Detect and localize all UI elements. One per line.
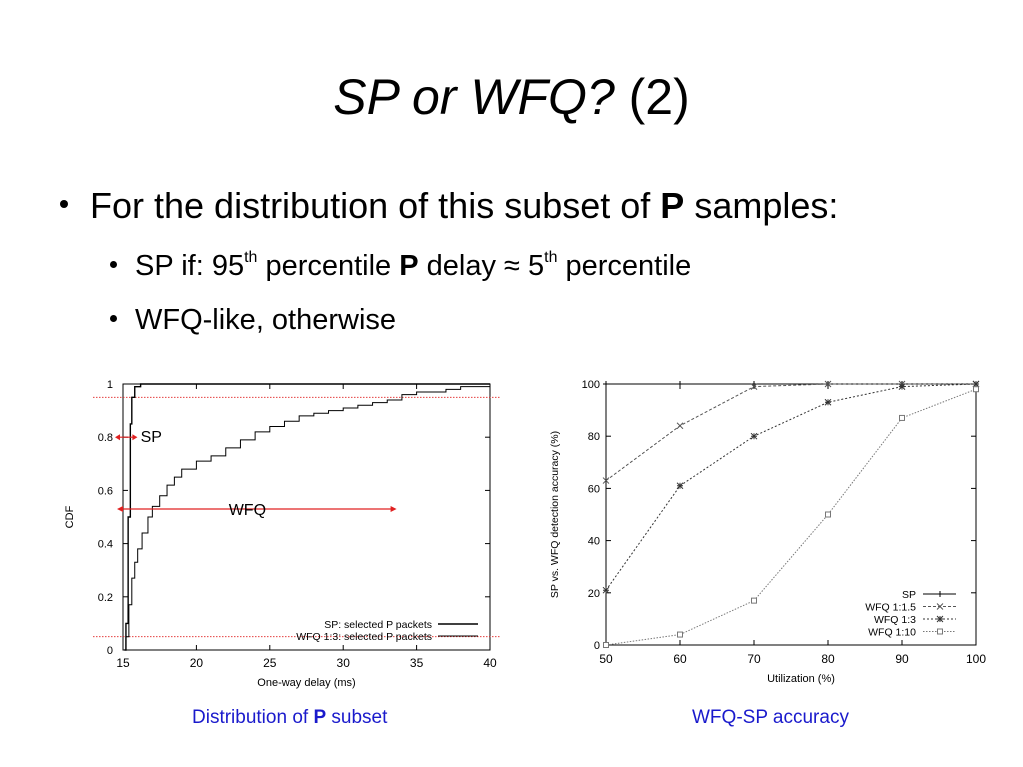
legend-label: WFQ 1:3: selected P packets <box>296 631 432 643</box>
x-tick-label: 15 <box>116 656 130 670</box>
y-tick-label: 100 <box>582 379 600 391</box>
y-tick-label: 1 <box>107 379 113 391</box>
y-tick-label: 0 <box>107 645 113 657</box>
y-tick-label: 0.4 <box>98 539 113 551</box>
marker-star <box>676 482 684 490</box>
y-axis-label: CDF <box>64 505 76 528</box>
cdf-chart: 15 20 25 30 35 40 0 0.2 0.4 0.6 0.8 1 One-way delay … <box>64 379 500 689</box>
bullet-2-sup-2: th <box>544 248 558 266</box>
y-tick-label: 80 <box>588 431 600 443</box>
sp-arrow-head-left <box>115 434 120 441</box>
bullet-dot <box>110 260 117 268</box>
marker-cross <box>602 477 610 484</box>
y-tick-label: 20 <box>588 588 600 600</box>
accuracy-chart: 50 60 70 80 90 100 0 20 40 60 80 100 Utilization (%)… <box>549 379 986 685</box>
y-axis-label: SP vs. WFQ detection accuracy (%) <box>549 431 561 598</box>
x-tick-label: 70 <box>747 652 761 666</box>
plot-frame <box>605 383 977 646</box>
marker-star <box>602 586 610 594</box>
marker-cross <box>750 383 758 390</box>
legend-label: SP <box>902 589 916 601</box>
marker-plus <box>937 591 943 597</box>
caption-left-bold: P <box>313 707 327 728</box>
bullet-dot <box>110 314 117 322</box>
marker-plus <box>603 381 609 387</box>
x-tick-label: 50 <box>599 652 613 666</box>
plot-frame <box>122 383 491 651</box>
title-italic: SP or WFQ? <box>333 69 615 125</box>
y-tick-label: 0.8 <box>98 432 113 444</box>
bullet-1: For the distribution of this subset of P… <box>60 185 838 227</box>
bullet-2: SP if: 95th percentile P delay ≈ 5th per… <box>110 248 692 283</box>
marker-square <box>937 628 943 635</box>
y-tick-label: 40 <box>588 536 600 548</box>
marker-square <box>603 642 609 648</box>
legend-label: WFQ 1:1.5 <box>865 602 916 614</box>
bullet-2-text-c: delay ≈ 5 <box>418 250 545 282</box>
series-line <box>605 383 976 481</box>
x-tick-label: 80 <box>821 652 835 666</box>
y-tick-label: 60 <box>588 483 600 495</box>
marker-star <box>824 398 832 406</box>
bullet-2-sup-1: th <box>244 248 258 266</box>
marker-cross <box>824 380 832 388</box>
marker-star <box>750 432 758 440</box>
y-tick-label: 0.2 <box>98 592 113 604</box>
series-line <box>605 383 977 591</box>
marker-square <box>825 511 831 518</box>
legend-label: SP: selected P packets <box>324 619 432 631</box>
bullet-1-bold: P <box>660 185 685 226</box>
x-tick-label: 60 <box>673 652 687 666</box>
marker-star <box>898 383 906 390</box>
caption-left-end: subset <box>326 707 388 728</box>
bullet-3-text: WFQ-like, otherwise <box>135 304 397 336</box>
bullet-3: WFQ-like, otherwise <box>110 304 396 337</box>
legend-label: WFQ 1:3 <box>874 614 916 626</box>
y-tick-label: 0 <box>594 640 600 652</box>
wfq-arrow-head-right <box>390 506 397 513</box>
x-tick-label: 35 <box>410 656 424 670</box>
caption-left-text: Distribution of <box>192 707 314 728</box>
title-rest: (2) <box>614 69 690 125</box>
y-tick-label: 0.6 <box>98 485 113 497</box>
x-axis-label: One-way delay (ms) <box>257 677 355 689</box>
x-axis-label: Utilization (%) <box>767 673 835 685</box>
cdf-series-line <box>124 383 490 651</box>
x-tick-label: 20 <box>190 656 204 670</box>
marker-square <box>973 386 979 393</box>
x-tick-label: 25 <box>263 656 277 670</box>
bullet-2-text-b: percentile <box>257 250 400 282</box>
x-tick-label: 30 <box>337 656 351 670</box>
cdf-series-line <box>123 384 491 651</box>
marker-cross <box>676 422 684 430</box>
marker-square <box>677 631 683 638</box>
caption-left: Distribution of P subset <box>192 707 387 729</box>
bullet-2-text-d: percentile <box>557 250 692 282</box>
bullet-1-end: samples: <box>684 185 839 226</box>
marker-cross <box>936 603 944 610</box>
sp-annotation-label: SP <box>141 429 162 446</box>
x-tick-label: 40 <box>483 656 497 670</box>
series-line <box>605 388 977 646</box>
marker-square <box>899 414 905 421</box>
bullet-2-text-a: SP if: 95 <box>135 250 245 282</box>
caption-right: WFQ-SP accuracy <box>692 707 849 728</box>
x-tick-label: 100 <box>966 652 986 666</box>
wfq-arrow-head-left <box>117 506 123 513</box>
marker-square <box>751 597 757 604</box>
bullet-2-bold: P <box>399 250 419 282</box>
bullet-dot <box>60 200 68 209</box>
sp-arrow-head-right <box>132 434 138 441</box>
marker-plus <box>677 381 683 387</box>
slide-title: SP or WFQ? (2) <box>0 68 1023 126</box>
bullet-1-text: For the distribution of this subset of <box>90 185 661 226</box>
x-tick-label: 90 <box>895 652 909 666</box>
wfq-annotation-label: WFQ <box>229 502 266 519</box>
marker-star <box>972 380 980 388</box>
legend-label: WFQ 1:10 <box>868 627 916 639</box>
marker-star <box>936 615 944 623</box>
